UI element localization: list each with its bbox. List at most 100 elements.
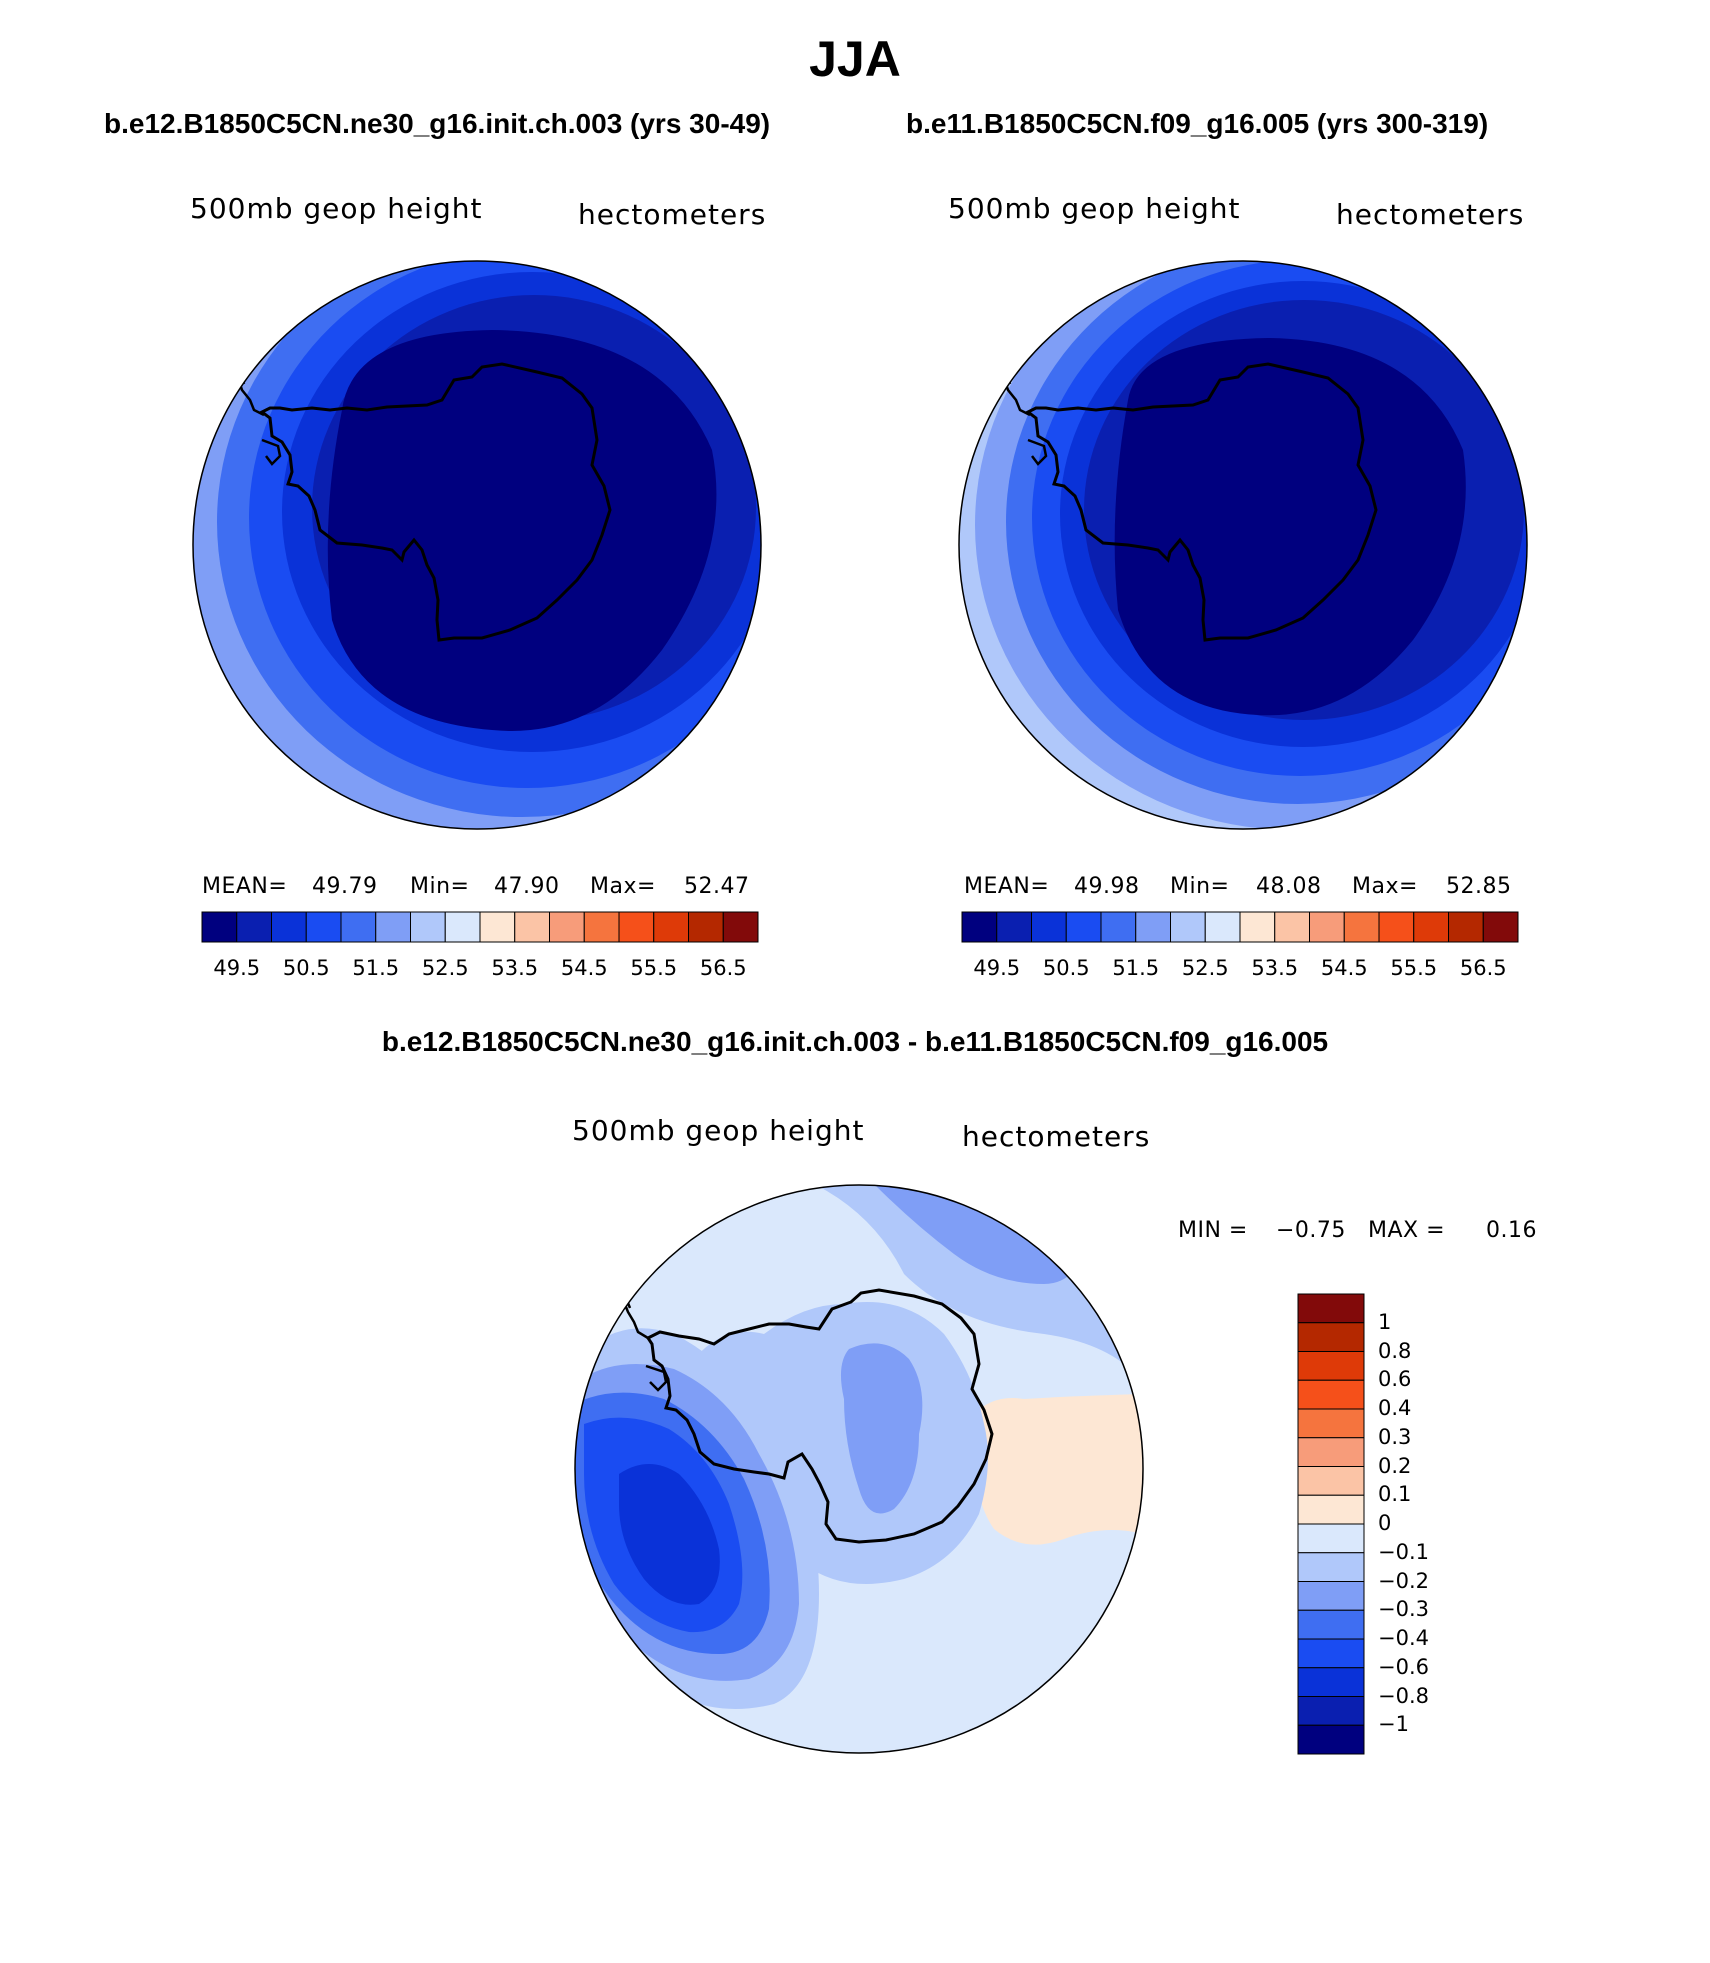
panel-1-colorbar-tick-label: 54.5 [560,956,608,980]
panel-1-colorbar-swatch [549,911,585,943]
diff-map-boundary [574,1184,1144,1754]
panel-2-colorbar-swatch [1135,911,1171,943]
panel-2-colorbar [961,911,1519,943]
panel-1-max-value: 52.47 [684,874,750,899]
panel-2-colorbar-swatch [1274,911,1310,943]
diff-colorbar-tick-label: 0.6 [1378,1367,1412,1392]
panel-1-colorbar-swatch [201,911,238,943]
panel-2-mean-value: 49.98 [1074,874,1140,899]
panel-2-colorbar-swatch [961,911,998,943]
panel-1-colorbar-swatch [375,911,411,943]
panel-2-mean-label: MEAN= [964,874,1050,899]
diff-colorbar-swatch [1297,1724,1365,1755]
panel-1-min-value: 47.90 [494,874,560,899]
panel-2-colorbar-swatch [1170,911,1206,943]
diff-map [574,1184,1144,1754]
diff-colorbar-swatch [1297,1322,1365,1352]
panel-1-mean-label: MEAN= [202,874,288,899]
panel-2-colorbar-tick-label: 55.5 [1390,956,1438,980]
panel-1-antarctica-coastline [259,362,612,642]
panel-2-colorbar-tick-label: 54.5 [1320,956,1368,980]
diff-colorbar-swatch [1297,1293,1365,1324]
diff-colorbar-tick-label: −0.6 [1378,1654,1429,1679]
diff-colorbar-swatch [1297,1638,1365,1669]
panel-2-antarctica-coastline [1025,362,1378,642]
panel-1-max-label: Max= [590,874,656,899]
diff-colorbar-tick-label: −0.4 [1378,1626,1429,1650]
panel-1-colorbar-swatch [688,911,724,943]
diff-colorbar-swatch [1297,1351,1365,1381]
panel-1-colorbar-tick-label: 56.5 [699,956,747,980]
panel-2-colorbar-swatch [1239,911,1276,943]
panel-2-colorbar-swatch [1309,911,1345,943]
diff-colorbar-swatch [1297,1494,1365,1525]
panel-2-colorbar-swatch [1413,911,1449,943]
diff-max-label: MAX = [1368,1218,1446,1243]
panel-2-colorbar-swatch [996,911,1032,943]
panel-2-colorbar-tick-label: 50.5 [1042,956,1090,980]
diff-colorbar-tick-label: 0.8 [1378,1338,1412,1363]
diff-colorbar-swatch [1297,1523,1365,1554]
diff-west-core [619,1464,720,1605]
panel-2-colorbar-tick-label: 49.5 [973,956,1021,980]
panel-1-colorbar-tick-label: 50.5 [282,956,330,980]
panel-2-units-label: hectometers [1336,198,1525,231]
panel-1-units-label: hectometers [578,198,767,231]
panel-2-min-value: 48.08 [1256,874,1322,899]
diff-colorbar-tick-label: 1 [1378,1309,1392,1334]
panel-1-colorbar-swatch [305,911,342,943]
diff-colorbar-swatch [1297,1667,1365,1697]
panel-2-colorbar-tick-label: 52.5 [1181,956,1229,980]
diff-colorbar-tick-label: 0.4 [1378,1396,1412,1420]
panel-1-colorbar-tick-label: 52.5 [421,956,469,980]
panel-2-colorbar-tick-label: 56.5 [1459,956,1507,980]
diff-colorbar-tick-label: −0.8 [1378,1683,1429,1708]
panel-2-colorbar-swatch [1065,911,1102,943]
diff-colorbar-swatch [1297,1408,1365,1439]
diff-units-label: hectometers [962,1120,1151,1153]
panel-2-colorbar-tick-label: 51.5 [1112,956,1160,980]
panel-2-colorbar-swatch [1378,911,1415,943]
diff-colorbar-tick-label: −1 [1378,1712,1409,1737]
diff-colorbar-tick-label: 0.2 [1378,1453,1412,1478]
panel-2-map [958,260,1528,830]
panel-1-colorbar [201,911,759,943]
panel-2-max-label: Max= [1352,874,1418,899]
diff-panel-title: b.e12.B1850C5CN.ne30_g16.init.ch.003 - b… [381,1026,1329,1057]
panel-1-colorbar-swatch [722,911,759,943]
diff-colorbar-tick-label: −0.1 [1378,1539,1429,1564]
panel-2-title: b.e11.B1850C5CN.f09_g16.005 (yrs 300-319… [906,108,1489,139]
panel-1-colorbar-swatch [340,911,377,943]
panel-2-variable-label: 500mb geop height [948,192,1241,225]
panel-1-title: b.e12.B1850C5CN.ne30_g16.init.ch.003 (yr… [104,108,771,139]
panel-2-colorbar-tick-label: 53.5 [1251,956,1299,980]
diff-colorbar-tick-label: 0.1 [1378,1482,1412,1507]
panel-1-colorbar-tick-label: 51.5 [352,956,400,980]
diff-colorbar-swatch [1297,1696,1365,1726]
panel-2-colorbar-swatch [1448,911,1484,943]
diff-interior-mid [840,1343,923,1514]
panel-2-colorbar-swatch [1100,911,1137,943]
diff-antarctica-coastline [645,1288,994,1544]
panel-1-map [192,260,762,830]
panel-2-max-value: 52.85 [1446,874,1512,899]
panel-1-colorbar-tick-label: 49.5 [213,956,261,980]
diff-min-label: MIN = [1178,1218,1248,1243]
panel-1-colorbar-swatch [410,911,446,943]
panel-1-colorbar-swatch [653,911,689,943]
panel-1-band-1 [327,330,717,731]
panel-2-colorbar-swatch [1482,911,1519,943]
diff-colorbar-tick-label: 0.3 [1378,1424,1412,1449]
diff-colorbar-tick-label: −0.2 [1378,1568,1429,1593]
panel-1-colorbar-swatch [236,911,272,943]
panel-1-map-boundary [192,260,762,830]
diff-max-value: 0.16 [1486,1218,1537,1243]
diff-colorbar-swatch [1297,1609,1365,1640]
diff-colorbar-swatch [1297,1466,1365,1496]
diff-colorbar-tick-label: −0.3 [1378,1597,1429,1622]
panel-1-mean-value: 49.79 [312,874,378,899]
panel-1-colorbar-tick-label: 53.5 [491,956,539,980]
panel-2-min-label: Min= [1170,874,1230,899]
diff-variable-label: 500mb geop height [572,1114,865,1147]
panel-1-colorbar-tick-label: 55.5 [630,956,678,980]
